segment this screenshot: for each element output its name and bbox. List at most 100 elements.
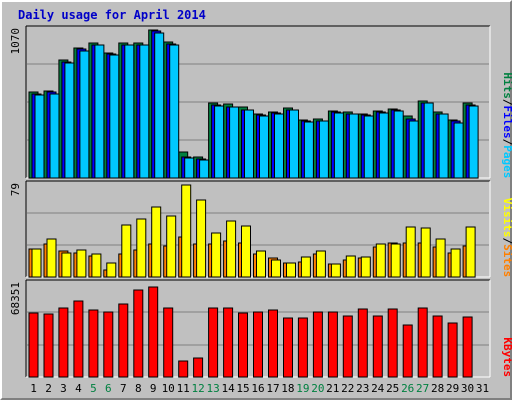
panel-top-bar-pages <box>408 120 419 179</box>
x-tick-label: 5 <box>90 382 97 395</box>
panel-middle-bar-visits <box>375 243 386 278</box>
panel-top-bar-pages <box>363 115 374 179</box>
legend-files: Files <box>501 106 512 139</box>
legend-separator: / <box>501 139 512 146</box>
x-tick-label: 28 <box>431 382 444 395</box>
panel-middle-bar-visits <box>211 232 222 278</box>
panel-middle-bar-visits <box>61 252 72 278</box>
panel-bottom-bar-kbytes <box>312 311 323 378</box>
panel-top-bar-pages <box>438 113 449 179</box>
panel-middle-bar-visits <box>300 256 311 278</box>
panel-middle-bar-visits <box>196 199 207 278</box>
panel-top-bar-pages <box>318 120 329 179</box>
panel-middle-bar-visits <box>465 226 476 278</box>
panel-top-bar-pages <box>348 113 359 179</box>
panel-bottom-bar-kbytes <box>357 308 368 378</box>
panel-middle-bar-visits <box>330 263 341 278</box>
panel-bottom-bar-kbytes <box>327 311 338 378</box>
panel-middle-bar-visits <box>405 226 416 278</box>
panel-bottom-bar-kbytes <box>462 316 473 378</box>
x-tick-label: 27 <box>416 382 429 395</box>
panel-middle-bar-visits <box>241 225 251 278</box>
panel-top-bar-pages <box>378 112 389 179</box>
panel-bottom-bar-kbytes <box>432 315 443 378</box>
panel-middle-bar-visits <box>286 262 296 278</box>
panel-bottom-bar-kbytes <box>268 309 278 378</box>
panel-bottom-legend: KBytes <box>501 337 512 377</box>
x-tick-label: 10 <box>162 382 175 395</box>
panel-middle-bar-visits <box>31 248 42 278</box>
panel-middle-bar-visits <box>345 255 356 278</box>
panel-bottom-bar-kbytes <box>283 317 293 378</box>
legend-pages: Pages <box>501 145 512 178</box>
panel-bottom-bar-kbytes <box>88 309 99 378</box>
panel-top-bar-pages <box>94 44 105 179</box>
panel-top-bar-pages <box>393 110 404 179</box>
x-tick-label: 23 <box>356 382 369 395</box>
x-tick-label: 31 <box>476 382 489 395</box>
x-tick-label: 2 <box>45 382 52 395</box>
panel-bottom-bar-kbytes <box>447 322 458 378</box>
panel-top-bar-pages <box>303 121 314 179</box>
panel-bottom-bar-kbytes <box>148 286 159 378</box>
panel-top-bar-pages <box>468 105 479 179</box>
panel-bottom-bar-kbytes <box>238 312 248 378</box>
x-tick-label: 16 <box>251 382 264 395</box>
panel-middle-bar-visits <box>360 256 371 278</box>
panel-middle-bar-visits <box>271 259 281 278</box>
x-tick-label: 25 <box>386 382 399 395</box>
x-tick-label: 7 <box>120 382 127 395</box>
x-tick-label: 14 <box>221 382 235 395</box>
panel-top-bar-pages <box>169 44 180 179</box>
panel-bottom-bar-kbytes <box>58 307 69 378</box>
panel-bottom-bar-kbytes <box>163 307 174 378</box>
x-tick-label: 1 <box>30 382 37 395</box>
x-tick-label: 11 <box>177 382 190 395</box>
panel-top-bar-pages <box>154 32 165 179</box>
panel-middle-bar-visits <box>136 218 147 278</box>
panel-middle-bar-visits <box>106 262 117 278</box>
x-tick-label: 15 <box>236 382 249 395</box>
panel-top-bar-pages <box>214 105 225 179</box>
panel-top-bar-pages <box>423 102 434 179</box>
x-tick-label: 13 <box>206 382 219 395</box>
x-tick-label: 9 <box>150 382 157 395</box>
x-tick-label: 17 <box>266 382 279 395</box>
panel-top-bar-pages <box>289 109 299 179</box>
x-tick-label: 19 <box>296 382 309 395</box>
panel-middle-bar-visits <box>450 248 461 278</box>
panel-bottom-bar-kbytes <box>253 311 263 378</box>
panel-top-bar-pages <box>259 115 269 179</box>
panel-bottom-ymax-label: 68351 <box>9 282 22 315</box>
panel-top-bar-pages <box>333 112 344 179</box>
panel-bottom-bar-kbytes <box>342 315 353 378</box>
panel-bottom-bar-kbytes <box>193 357 204 378</box>
panel-top-bar-pages <box>79 50 90 179</box>
panel-bottom-bar-kbytes <box>43 313 54 378</box>
panel-middle-bar-visits <box>256 250 266 278</box>
x-tick-label: 6 <box>105 382 112 395</box>
panel-bottom-bar-kbytes <box>133 289 144 378</box>
panel-bottom-bar-kbytes <box>297 317 308 378</box>
panel-bottom-bar-kbytes <box>387 308 398 378</box>
x-tick-label: 30 <box>461 382 474 395</box>
x-tick-label: 21 <box>326 382 339 395</box>
x-tick-label: 24 <box>371 382 385 395</box>
x-tick-label: 18 <box>281 382 294 395</box>
x-tick-label: 4 <box>75 382 82 395</box>
legend-kbytes: KBytes <box>501 337 512 377</box>
panel-middle-bar-visits <box>435 238 446 278</box>
panel-bottom-bar-kbytes <box>372 315 383 378</box>
panel-top-ymax-label: 1070 <box>9 28 22 55</box>
panel-top-bar-pages <box>274 113 284 179</box>
x-tick-label: 3 <box>60 382 67 395</box>
panel-middle-bar-visits <box>420 227 431 278</box>
panel-top-bar-pages <box>184 157 195 179</box>
panel-bottom-bar-kbytes <box>118 303 129 378</box>
x-tick-label: 29 <box>446 382 459 395</box>
legend-separator: / <box>501 238 512 245</box>
panel-middle-bar-visits <box>315 250 326 278</box>
panel-top-bar-pages <box>124 44 135 179</box>
legend-separator: / <box>501 99 512 106</box>
